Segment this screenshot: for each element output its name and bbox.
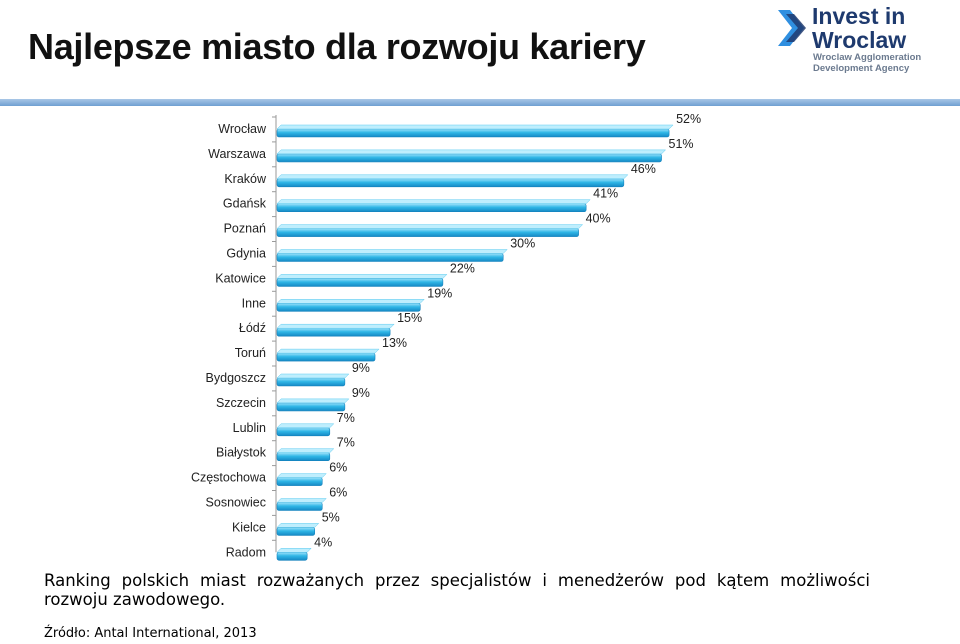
category-label: Katowice xyxy=(215,271,266,285)
bar-top xyxy=(276,423,335,429)
logo-sub2: Development Agency xyxy=(813,63,910,74)
value-label: 6% xyxy=(329,461,347,475)
category-label: Wrocław xyxy=(218,122,267,136)
value-label: 7% xyxy=(337,436,355,450)
category-label: Kielce xyxy=(232,520,266,534)
value-label: 5% xyxy=(322,510,340,524)
bar xyxy=(276,377,346,387)
bar xyxy=(276,153,662,163)
value-label: 9% xyxy=(352,361,370,375)
category-label: Kraków xyxy=(224,172,267,186)
bar xyxy=(276,502,323,511)
category-label: Sosnowiec xyxy=(206,496,266,510)
value-label: 52% xyxy=(676,112,701,126)
bar-top xyxy=(276,174,629,180)
bar-top xyxy=(276,224,584,229)
category-label: Gdańsk xyxy=(223,197,267,211)
bar-top xyxy=(276,548,312,553)
value-label: 15% xyxy=(397,311,422,325)
logo-line2: Wroclaw xyxy=(812,27,907,53)
bar xyxy=(276,278,444,287)
bar xyxy=(276,253,504,262)
bar xyxy=(276,228,579,237)
category-label: Szczecin xyxy=(216,396,266,410)
bar-top xyxy=(276,398,350,404)
bar xyxy=(276,427,331,437)
bar-top xyxy=(276,348,380,354)
value-label: 13% xyxy=(382,336,407,350)
bar xyxy=(276,551,308,561)
category-label: Białystok xyxy=(216,446,267,460)
source-note: Źródło: Antal International, 2013 xyxy=(44,626,257,641)
bar xyxy=(276,527,316,536)
bar-top xyxy=(276,523,320,528)
category-label: Toruń xyxy=(235,346,266,360)
bar-top xyxy=(276,124,674,130)
logo: Invest in Wroclaw Wroclaw Agglomeration … xyxy=(776,4,946,76)
bar-top xyxy=(276,473,327,478)
category-label: Radom xyxy=(226,545,266,559)
value-label: 41% xyxy=(593,187,618,201)
bar-top xyxy=(276,323,395,329)
double-chevron-icon xyxy=(778,10,806,46)
value-label: 7% xyxy=(337,411,355,425)
value-label: 51% xyxy=(669,137,694,151)
bar-top xyxy=(276,274,448,279)
page-title: Najlepsze miasto dla rozwoju kariery xyxy=(28,26,646,67)
bar-top xyxy=(276,448,335,453)
value-label: 40% xyxy=(586,212,611,226)
category-label: Poznań xyxy=(224,222,266,236)
chart-caption: Ranking polskich miast rozważanych przez… xyxy=(44,571,870,609)
category-label: Inne xyxy=(242,296,266,310)
bar xyxy=(276,303,421,312)
bar-top xyxy=(276,249,508,254)
logo-sub1: Wroclaw Agglomeration xyxy=(813,52,922,63)
value-label: 19% xyxy=(427,286,452,300)
category-label: Łódź xyxy=(239,321,266,335)
bar xyxy=(276,477,323,486)
bar-chart: Wrocław 52% Warszawa 51% Kraków 46% Gdańsk 41% P… xyxy=(191,112,701,561)
bar-top xyxy=(276,149,667,155)
bar xyxy=(276,178,625,188)
bar xyxy=(276,352,376,362)
bar xyxy=(276,402,346,412)
logo-text: Invest in Wroclaw xyxy=(812,4,906,52)
value-label: 9% xyxy=(352,386,370,400)
category-label: Częstochowa xyxy=(191,471,266,485)
bar-top xyxy=(276,299,425,304)
category-label: Lublin xyxy=(233,421,266,435)
header-rule xyxy=(0,99,960,106)
logo-subtitle: Wroclaw Agglomeration Development Agency xyxy=(813,52,921,74)
bar xyxy=(276,452,331,462)
category-label: Gdynia xyxy=(226,247,266,261)
bar-top xyxy=(276,199,591,204)
bar-top xyxy=(276,373,350,379)
value-label: 4% xyxy=(314,535,332,549)
bar xyxy=(276,128,670,138)
value-label: 6% xyxy=(329,486,347,500)
category-label: Bydgoszcz xyxy=(206,371,266,385)
bar xyxy=(276,203,587,212)
category-label: Warszawa xyxy=(208,147,266,161)
logo-line1: Invest in xyxy=(812,3,906,29)
bar-top xyxy=(276,498,327,503)
bar xyxy=(276,327,391,337)
value-label: 30% xyxy=(510,237,535,251)
value-label: 46% xyxy=(631,162,656,176)
value-label: 22% xyxy=(450,261,475,275)
